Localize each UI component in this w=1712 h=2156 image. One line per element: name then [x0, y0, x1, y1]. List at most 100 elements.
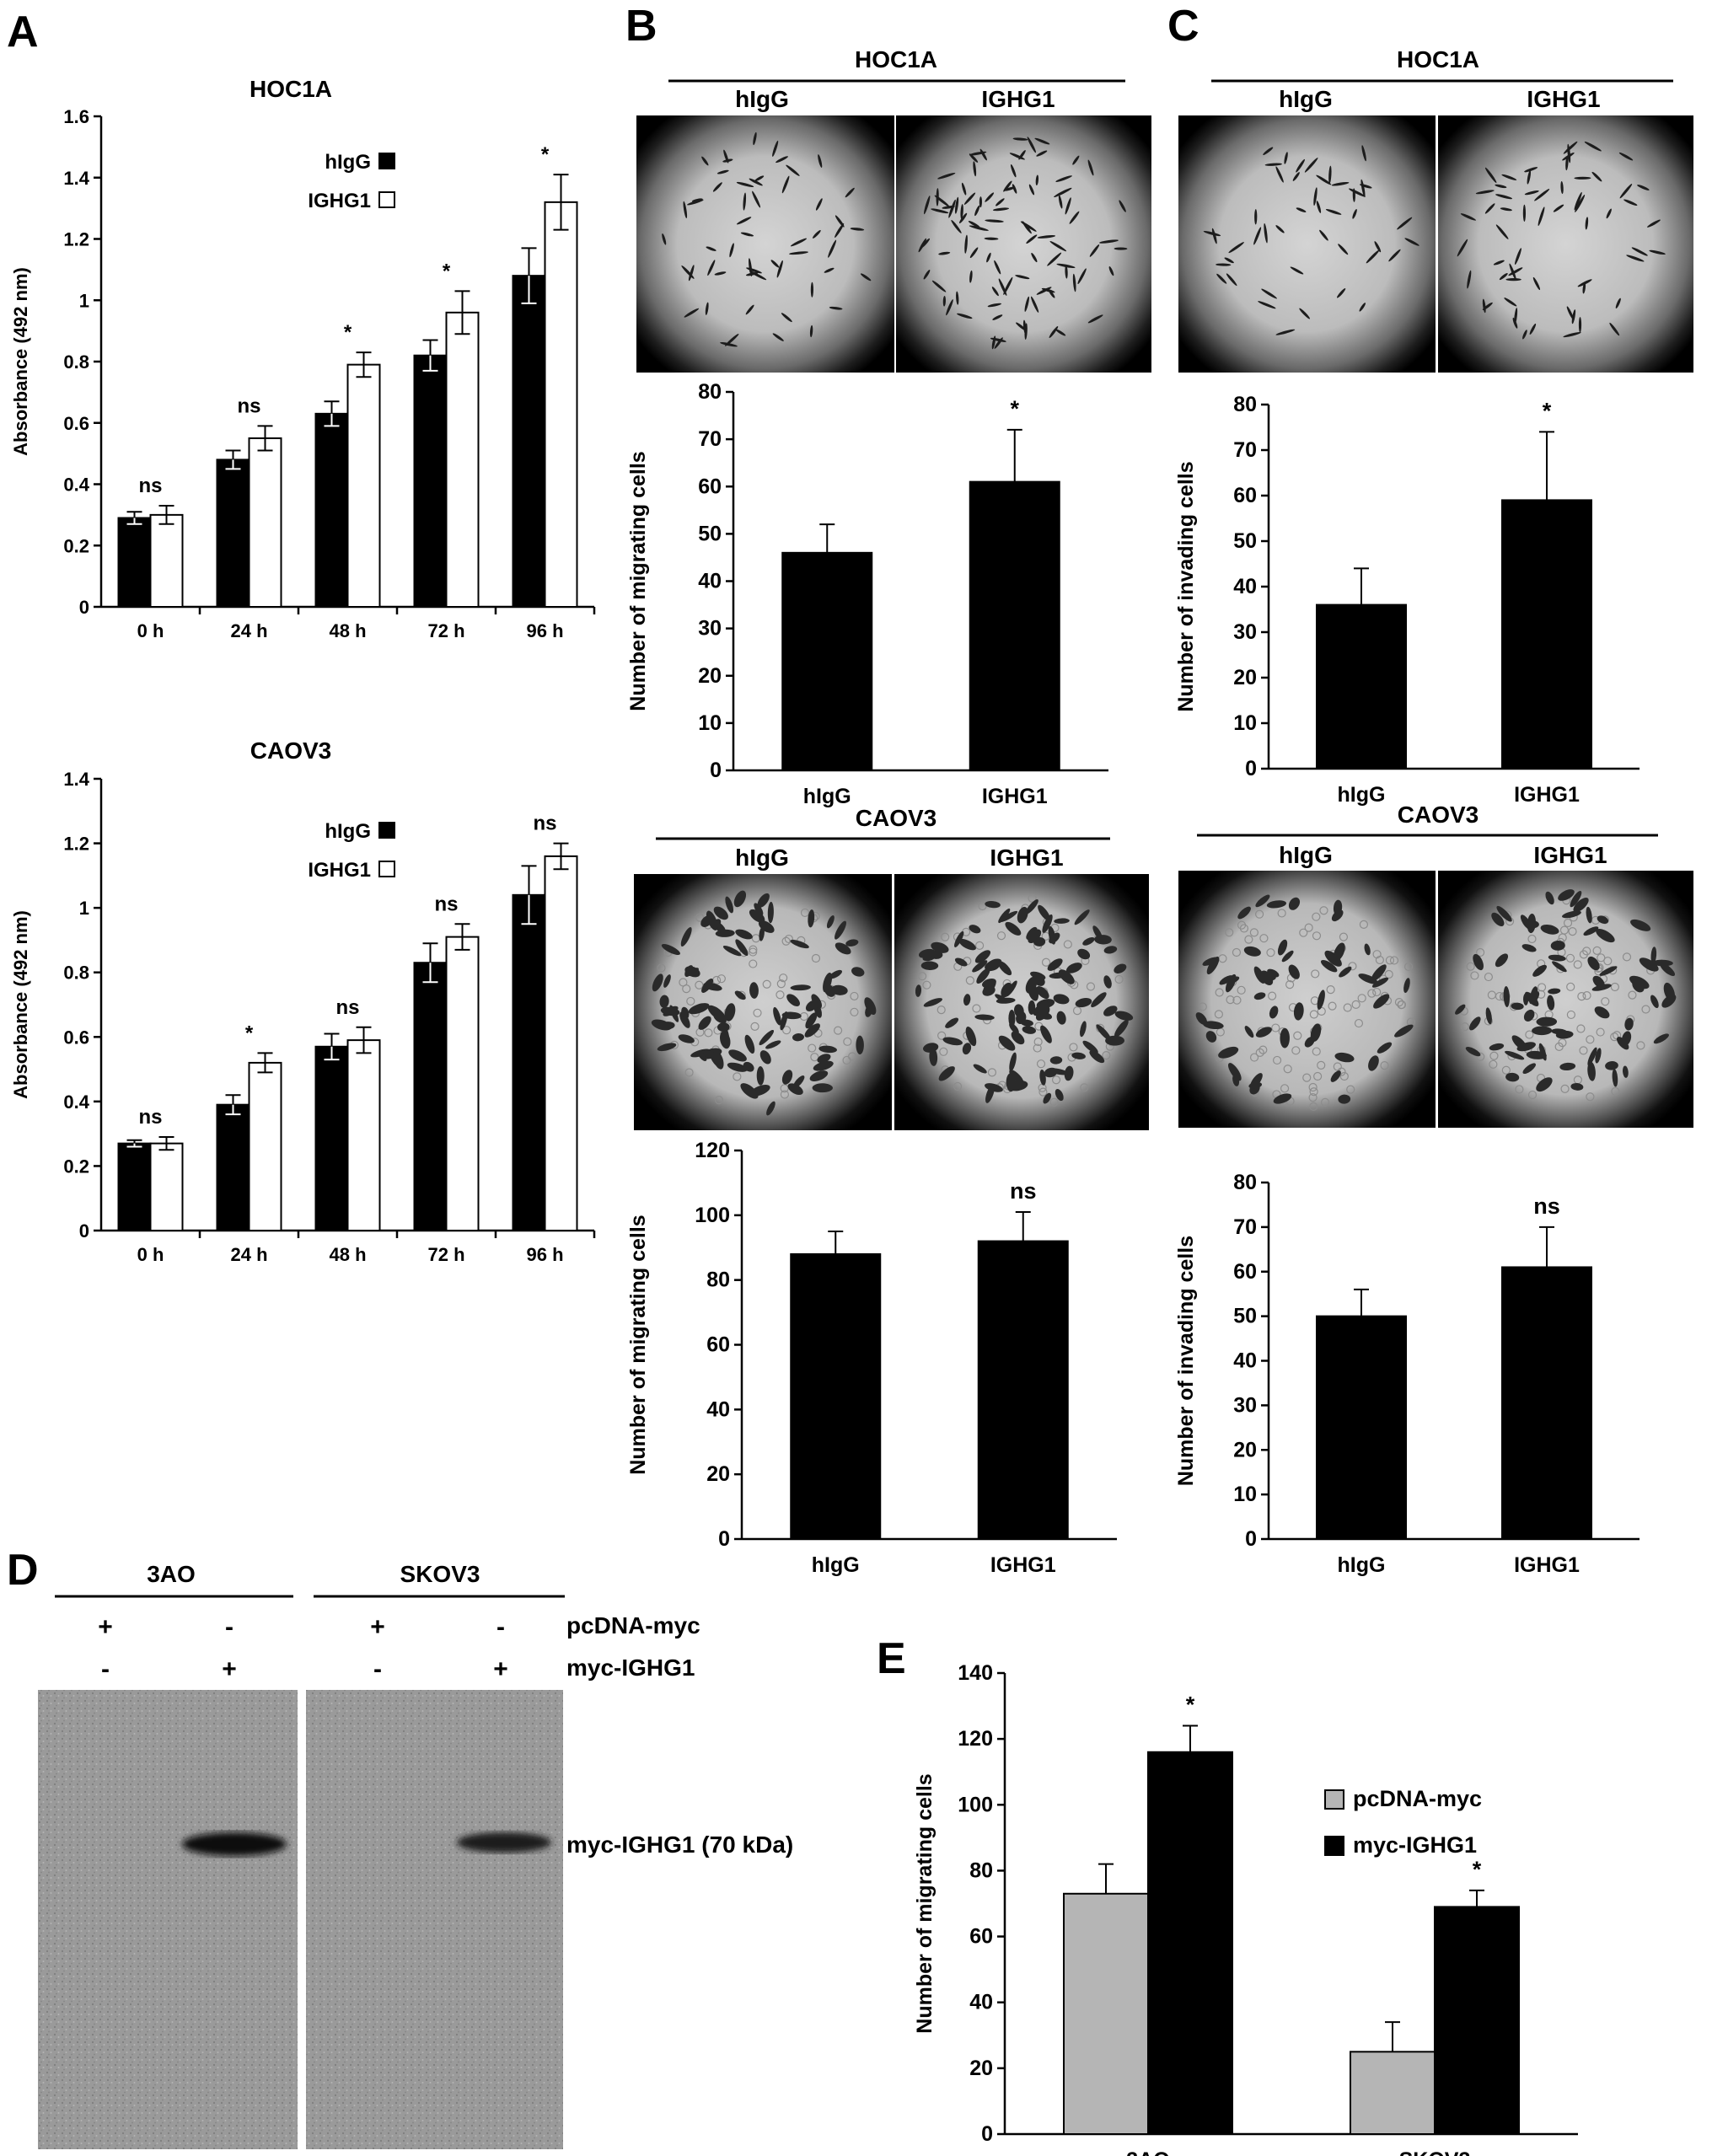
cell-shape — [1505, 278, 1521, 282]
cell-shape — [1573, 898, 1589, 913]
cell-shape — [1650, 995, 1659, 1009]
bar — [117, 517, 152, 609]
membrane-pore — [1537, 983, 1547, 992]
d-row-label-pcdna-myc: pcDNA-myc — [566, 1612, 700, 1638]
membrane-pore — [1384, 969, 1393, 979]
chart-a2-title: CAOV3 — [250, 737, 331, 764]
cell-shape — [804, 1023, 820, 1038]
cell-shape — [1320, 960, 1338, 973]
cell-shape — [1114, 1019, 1129, 1038]
cell-shape — [931, 280, 947, 292]
significance-label: * — [1010, 396, 1019, 421]
y-tick-label: 50 — [698, 522, 722, 545]
cell-shape — [1522, 330, 1527, 340]
cell-shape — [1293, 1002, 1304, 1021]
cell-shape — [663, 974, 671, 988]
cell-shape — [1505, 1050, 1525, 1060]
cell-shape — [1521, 944, 1537, 952]
membrane-pore — [1484, 972, 1494, 982]
x-tick-label: IGHG1 — [982, 785, 1048, 808]
membrane-pore — [784, 934, 793, 944]
membrane-pore — [1249, 1053, 1259, 1062]
membrane-pore — [978, 901, 987, 911]
cell-shape — [864, 997, 877, 1016]
cell-shape — [809, 1070, 829, 1081]
cell-shape — [1316, 174, 1332, 185]
cell-shape — [1028, 929, 1042, 944]
cell-shape — [1358, 973, 1378, 984]
cell-shape — [1501, 174, 1517, 180]
y-tick-label: 0.2 — [63, 1156, 89, 1177]
cell-shape — [1647, 219, 1661, 228]
cell-shape — [701, 156, 709, 166]
bar — [248, 437, 282, 608]
membrane-pore — [1343, 1003, 1352, 1012]
y-tick-label: 0.8 — [63, 351, 89, 373]
c-top-microscopy-higg — [1178, 115, 1436, 373]
cell-shape — [1359, 303, 1366, 312]
cell-shape — [781, 1011, 802, 1020]
cell-shape — [954, 957, 968, 967]
membrane-pore — [1271, 1023, 1280, 1032]
cell-shape — [790, 984, 811, 991]
cell-shape — [951, 219, 962, 233]
y-axis-label: Absorbance (492 nm) — [10, 910, 31, 1099]
cell-shape — [851, 967, 865, 977]
cell-shape — [929, 1048, 938, 1066]
cell-shape — [1514, 308, 1518, 325]
d-band-label: myc-IGHG1 (70 kDa) — [566, 1832, 793, 1858]
cell-shape — [1269, 1006, 1279, 1019]
x-tick-label: 48 h — [329, 1244, 366, 1265]
bar — [346, 363, 381, 608]
cell-shape — [1560, 180, 1564, 194]
cell-shape — [1555, 1030, 1574, 1039]
cell-shape — [683, 201, 688, 218]
cell-shape — [1650, 947, 1657, 964]
cell-shape — [781, 1070, 793, 1085]
cell-shape — [1536, 1077, 1553, 1092]
cell-shape — [996, 997, 1016, 1004]
cell-shape — [651, 1019, 672, 1031]
cell-shape — [1264, 223, 1268, 244]
membrane-pore — [1302, 1073, 1312, 1082]
significance-label: * — [344, 321, 352, 344]
cell-shape — [1008, 1010, 1016, 1027]
cell-shape — [845, 939, 859, 947]
cell-shape — [684, 966, 700, 978]
cell-shape — [743, 192, 747, 211]
cell-shape — [1012, 184, 1017, 194]
y-tick-label: 1.4 — [63, 769, 89, 790]
significance-label: * — [443, 260, 451, 282]
cell-shape — [759, 1029, 775, 1046]
cell-shape — [1304, 157, 1318, 173]
cell-shape — [957, 313, 973, 319]
cell-shape — [954, 196, 959, 214]
membrane-pore — [1051, 1075, 1061, 1085]
y-tick-label: 20 — [1233, 1438, 1257, 1461]
cell-shape — [772, 333, 784, 341]
membrane-pore — [1304, 923, 1313, 932]
membrane-pore — [1328, 1001, 1337, 1011]
cell-shape — [1524, 991, 1539, 1007]
cell-shape — [813, 1060, 834, 1071]
membrane-pore — [716, 974, 726, 984]
c-top-microscopy-ighg1 — [1438, 115, 1693, 373]
bar — [512, 893, 546, 1232]
cell-shape — [829, 306, 843, 310]
cell-shape — [1509, 263, 1516, 281]
y-tick-label: 30 — [1233, 620, 1257, 644]
membrane-pore — [1596, 1027, 1605, 1037]
membrane-pore — [941, 932, 950, 941]
membrane-pore — [1375, 955, 1384, 965]
membrane-pore — [1317, 1060, 1326, 1070]
membrane-pore — [1354, 1018, 1364, 1028]
y-tick-label: 140 — [958, 1661, 993, 1685]
cell-shape — [938, 1066, 955, 1081]
c-bottom-label-higg: hIgG — [1279, 842, 1333, 868]
cell-shape — [1216, 263, 1232, 266]
membrane-pore — [1249, 928, 1259, 937]
cell-shape — [754, 175, 765, 182]
blot-band-skov3 — [457, 1832, 551, 1853]
membrane-pore — [686, 996, 695, 1006]
